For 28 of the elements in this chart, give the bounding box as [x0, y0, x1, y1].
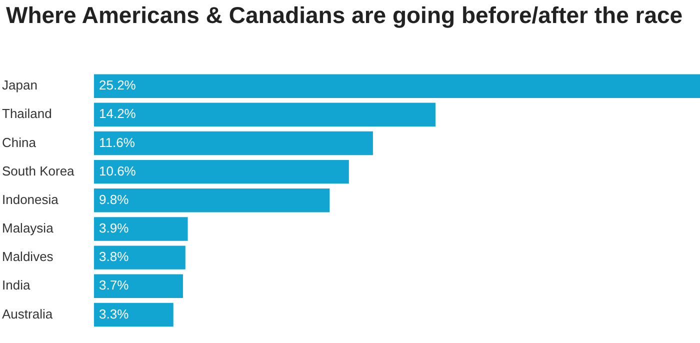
- bar: [94, 274, 183, 298]
- data-label: 3.3%: [99, 306, 130, 322]
- bar: [94, 160, 349, 184]
- y-tick-label: China: [2, 134, 37, 150]
- data-label: 10.6%: [99, 163, 136, 178]
- data-label: 14.2%: [99, 106, 136, 122]
- bar: [94, 102, 436, 127]
- data-label: 3.9%: [99, 220, 130, 236]
- data-label: 9.8%: [99, 192, 130, 207]
- bar: [94, 131, 373, 156]
- bar: [94, 74, 700, 98]
- bar: [94, 217, 188, 241]
- bar: [94, 302, 174, 327]
- y-tick-label: India: [2, 278, 31, 293]
- y-tick-label: Malaysia: [2, 220, 54, 236]
- data-label: 3.7%: [99, 278, 130, 293]
- y-tick-label: Maldives: [2, 249, 54, 264]
- data-label: 3.8%: [99, 249, 130, 264]
- y-tick-label: Japan: [2, 78, 38, 93]
- bar: [94, 246, 186, 270]
- data-label: 11.6%: [99, 134, 136, 150]
- y-tick-label: South Korea: [2, 163, 76, 178]
- chart-title: Where Americans & Canadians are going before/after the race: [5, 1, 684, 30]
- data-label: 25.2%: [99, 78, 136, 93]
- bar: [94, 188, 330, 212]
- y-tick-label: Thailand: [2, 106, 52, 122]
- y-tick-label: Australia: [2, 306, 54, 322]
- y-tick-label: Indonesia: [2, 192, 60, 207]
